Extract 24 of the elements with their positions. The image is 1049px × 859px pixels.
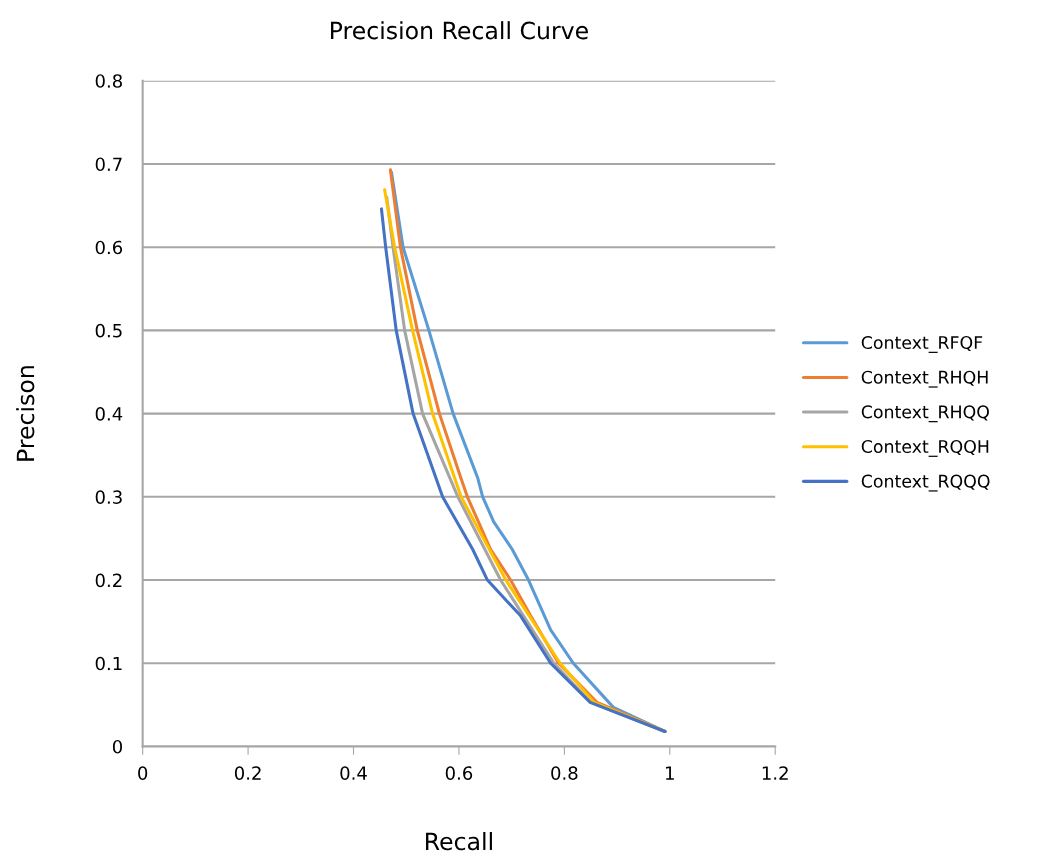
y-tick-label: 0.3: [95, 490, 122, 504]
y-tick-label: 0.7: [95, 157, 122, 172]
x-tick-label: 0.8: [551, 766, 578, 780]
y-tick-label: 0.6: [95, 240, 123, 255]
x-tick-label: 1: [666, 766, 674, 780]
chart-title: Precision Recall Curve: [331, 21, 588, 40]
legend-label: Context_RQQH: [861, 439, 989, 457]
legend-label: Context_RHQQ: [861, 405, 989, 423]
legend-label: Context_RQQQ: [861, 474, 990, 492]
y-tick-label: 0.5: [95, 323, 122, 338]
x-axis-title: Recall: [426, 832, 492, 851]
x-tick-label: 0.4: [340, 766, 367, 780]
y-tick-label: 0: [112, 739, 123, 754]
y-tick-label: 0.1: [95, 656, 122, 671]
y-tick-label: 0.4: [95, 407, 123, 421]
y-axis-title: Precison: [16, 366, 35, 461]
x-tick-label: 1.2: [762, 766, 788, 780]
x-tick-label: 0.6: [445, 766, 473, 780]
y-tick-label: 0.8: [95, 74, 122, 88]
legend-label: Context_RHQH: [861, 370, 988, 388]
x-tick-label: 0.2: [234, 766, 261, 780]
x-tick-label: 0: [138, 766, 148, 780]
y-tick-label: 0.2: [95, 573, 122, 588]
legend-label: Context_RFQF: [861, 335, 983, 353]
